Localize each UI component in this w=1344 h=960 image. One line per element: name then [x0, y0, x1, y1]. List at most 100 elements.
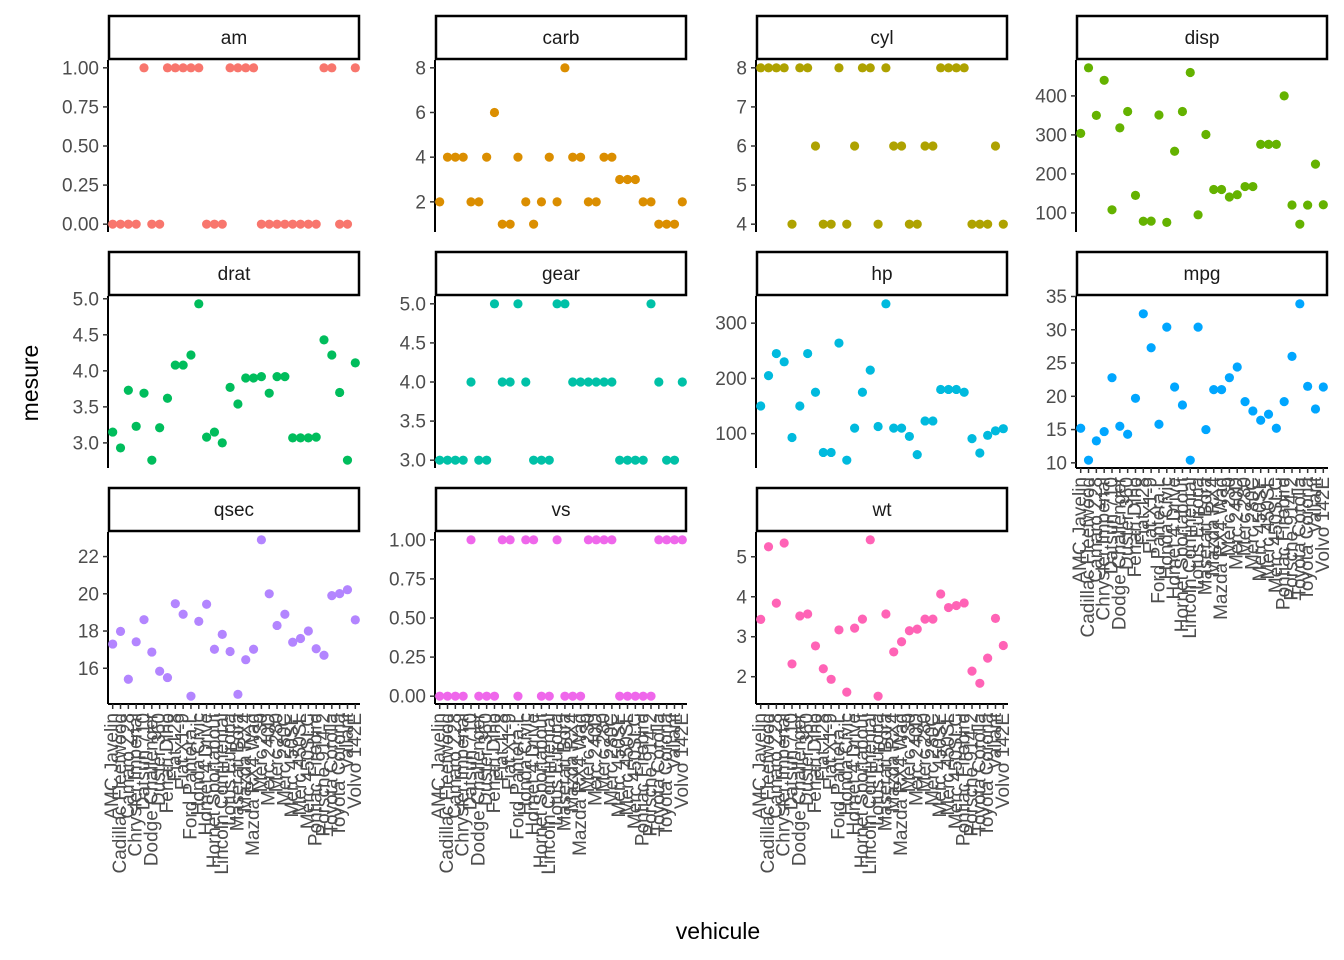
- data-point-mpg: [1130, 393, 1141, 403]
- x-tick-label: Camaro Z28: [1086, 477, 1107, 583]
- y-tick-label: 5.0: [400, 294, 426, 315]
- x-tick-label: Merc 450SE: [609, 713, 630, 818]
- data-point-carb: [474, 197, 484, 207]
- data-point-gear: [435, 455, 445, 465]
- data-point-gear: [591, 377, 601, 387]
- data-point-wt: [826, 674, 836, 684]
- x-tick-label: Cadillac Fleetwood: [758, 713, 779, 874]
- x-tick-label: Lotus Europa: [547, 713, 568, 826]
- x-tick-label: Honda Civic: [1156, 477, 1177, 579]
- data-point-drat: [108, 427, 118, 437]
- x-tick-label: Chrysler Imperial: [453, 713, 474, 857]
- data-point-am: [264, 219, 274, 229]
- data-point-cyl: [904, 219, 914, 229]
- data-point-wt: [756, 614, 766, 624]
- y-tick-label: 0.00: [62, 215, 99, 236]
- data-point-cyl: [928, 141, 938, 151]
- data-point-hp: [912, 450, 922, 460]
- y-tick-label: 0.50: [389, 609, 426, 630]
- x-tick-label: Ford Pantera L: [507, 713, 528, 840]
- data-point-vs: [654, 535, 664, 545]
- data-point-vs: [466, 535, 476, 545]
- data-point-hp: [990, 426, 1001, 436]
- data-point-disp: [1303, 200, 1313, 210]
- facet-strip: [434, 250, 688, 297]
- data-point-vs: [568, 691, 578, 701]
- data-point-vs: [497, 535, 507, 545]
- data-point-am: [209, 219, 220, 229]
- x-tick-label: Hornet Sportabout: [852, 712, 873, 868]
- y-tick-label: 4.0: [73, 361, 99, 382]
- data-point-drat: [186, 350, 196, 360]
- data-point-hp: [920, 416, 930, 426]
- data-point-am: [280, 219, 290, 229]
- data-point-cyl: [889, 141, 899, 151]
- data-point-carb: [458, 152, 468, 162]
- data-point-am: [162, 63, 173, 73]
- x-tick-label: Mazda RX4: [1203, 477, 1224, 577]
- data-point-cyl: [951, 63, 961, 73]
- data-point-mpg: [1263, 409, 1274, 419]
- data-point-gear: [654, 377, 664, 387]
- data-point-mpg: [1162, 322, 1172, 332]
- data-point-vs: [599, 535, 609, 545]
- data-point-gear: [521, 377, 531, 387]
- x-tick-label: Maserati Bora: [875, 713, 896, 832]
- data-point-disp: [1107, 205, 1117, 215]
- data-point-gear: [482, 455, 492, 465]
- x-tick-label: Volvo 142E: [672, 713, 693, 809]
- data-point-gear: [529, 455, 539, 465]
- data-point-disp: [1099, 75, 1109, 85]
- data-point-carb: [497, 219, 507, 229]
- x-tick-label: Honda Civic: [515, 713, 536, 815]
- data-point-hp: [889, 423, 899, 433]
- facet-strip-label: gear: [542, 264, 581, 285]
- data-point-qsec: [295, 633, 306, 644]
- data-point-vs: [450, 691, 460, 701]
- data-point-vs: [662, 535, 672, 545]
- data-point-vs: [560, 691, 570, 701]
- data-point-am: [241, 63, 251, 73]
- data-point-am: [327, 63, 337, 73]
- data-point-qsec: [162, 672, 173, 683]
- x-tick-label: Hornet Sportabout: [204, 712, 225, 868]
- x-tick-label: Merc 280: [915, 713, 936, 792]
- x-tick-label: Merc 240D: [259, 713, 280, 806]
- data-point-hp: [850, 423, 860, 433]
- data-point-mpg: [1115, 421, 1125, 431]
- data-point-hp: [756, 401, 766, 411]
- data-point-hp: [865, 365, 875, 375]
- x-tick-label: Pontiac Firebird: [954, 713, 975, 846]
- data-point-cyl: [826, 219, 836, 229]
- y-tick-label: 4.0: [400, 373, 426, 394]
- x-tick-label: Toyota Corona: [977, 713, 998, 837]
- data-point-drat: [139, 388, 149, 398]
- data-point-drat: [131, 421, 141, 431]
- data-point-carb: [677, 197, 687, 207]
- data-point-am: [295, 219, 306, 229]
- data-point-carb: [630, 174, 640, 185]
- data-point-qsec: [319, 650, 329, 660]
- data-point-wt: [803, 609, 813, 619]
- y-tick-label: 0.00: [389, 687, 426, 708]
- data-point-cyl: [998, 219, 1008, 229]
- data-point-mpg: [1271, 423, 1281, 433]
- x-tick-label: Lotus Europa: [868, 713, 889, 826]
- x-tick-label: Ferrari Dino: [1125, 477, 1146, 577]
- data-point-cyl: [795, 63, 805, 73]
- facet-strip: [755, 14, 1009, 61]
- data-point-qsec: [108, 639, 118, 649]
- data-point-disp: [1146, 216, 1156, 226]
- data-point-disp: [1209, 184, 1219, 195]
- x-tick-label: Pontiac Firebird: [633, 713, 654, 846]
- y-tick-label: 22: [78, 547, 99, 568]
- data-point-carb: [646, 197, 656, 207]
- x-tick-label: Merc 230: [1219, 477, 1240, 556]
- x-tick-label: Ford Pantera L: [828, 713, 849, 840]
- x-tick-label: Honda Civic: [188, 713, 209, 815]
- data-point-cyl: [943, 63, 954, 73]
- x-tick-label: Toyota Corolla: [321, 713, 342, 835]
- x-tick-label: Merc 450SL: [1258, 477, 1279, 579]
- x-tick-label: AMC Javelin: [1070, 477, 1091, 584]
